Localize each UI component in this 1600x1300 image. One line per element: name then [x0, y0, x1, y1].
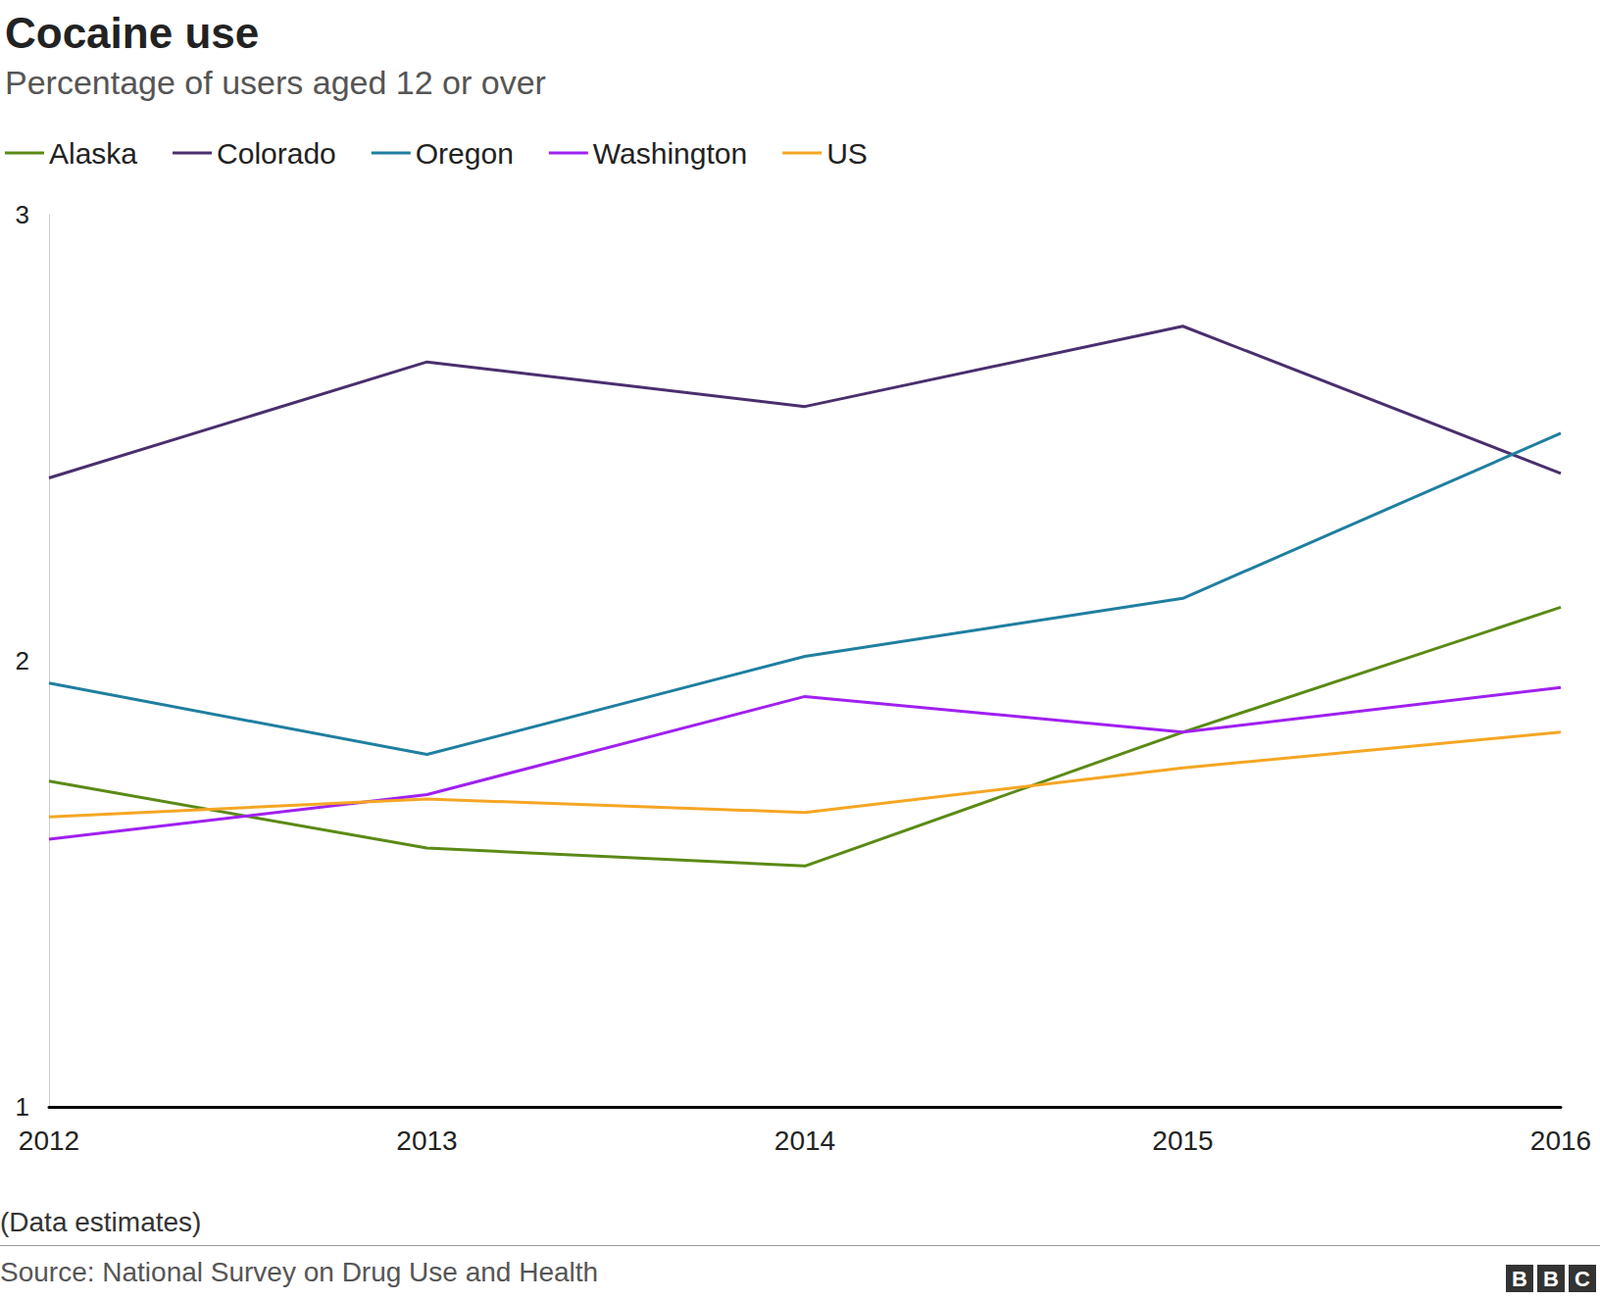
svg-text:Source: National Survey on Dru: Source: National Survey on Drug Use and … — [0, 1256, 599, 1288]
svg-text:1: 1 — [15, 1092, 30, 1122]
svg-text:B: B — [1511, 1266, 1528, 1292]
svg-text:2: 2 — [15, 646, 30, 676]
svg-text:3: 3 — [15, 200, 30, 230]
svg-text:2016: 2016 — [1530, 1125, 1592, 1156]
svg-text:2015: 2015 — [1151, 1125, 1213, 1156]
svg-text:US: US — [826, 137, 868, 170]
svg-text:(Data estimates): (Data estimates) — [0, 1206, 201, 1238]
svg-text:2012: 2012 — [18, 1125, 80, 1156]
svg-text:Cocaine use: Cocaine use — [4, 8, 259, 57]
svg-text:Percentage of users aged 12 or: Percentage of users aged 12 or over — [4, 63, 547, 101]
svg-text:Oregon: Oregon — [415, 137, 514, 170]
svg-text:2014: 2014 — [774, 1125, 836, 1156]
svg-text:Washington: Washington — [593, 137, 748, 170]
svg-text:2013: 2013 — [396, 1125, 457, 1156]
svg-text:Colorado: Colorado — [216, 137, 337, 170]
svg-text:B: B — [1543, 1266, 1559, 1292]
svg-text:C: C — [1574, 1266, 1591, 1292]
svg-text:Alaska: Alaska — [49, 137, 138, 170]
